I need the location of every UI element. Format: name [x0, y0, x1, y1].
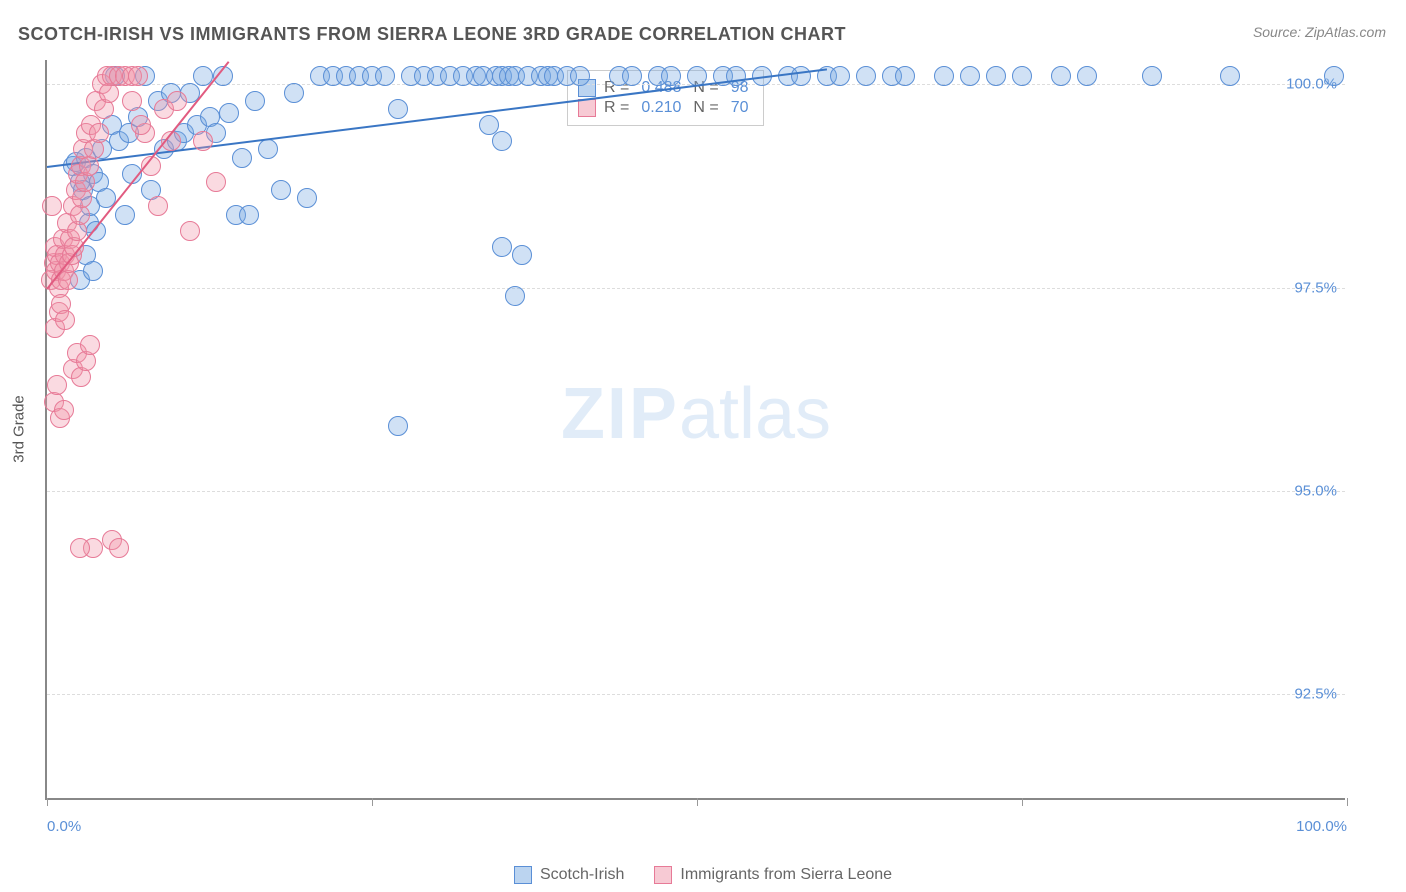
stats-legend-row: R = 0.210 N = 70 [578, 99, 753, 117]
legend-item: Immigrants from Sierra Leone [654, 866, 892, 884]
source-label: Source: ZipAtlas.com [1253, 24, 1386, 40]
gridline [47, 288, 1345, 289]
chart-title: SCOTCH-IRISH VS IMMIGRANTS FROM SIERRA L… [18, 24, 846, 44]
data-point [726, 66, 746, 86]
data-point [830, 66, 850, 86]
data-point [895, 66, 915, 86]
data-point [206, 172, 226, 192]
data-point [167, 91, 187, 111]
data-point [271, 180, 291, 200]
data-point [492, 131, 512, 151]
n-value: 70 [731, 99, 749, 117]
data-point [1220, 66, 1240, 86]
data-point [128, 66, 148, 86]
gridline [47, 491, 1345, 492]
data-point [47, 375, 67, 395]
data-point [388, 416, 408, 436]
data-point [284, 83, 304, 103]
legend-swatch [654, 866, 672, 884]
y-tick-label: 97.5% [1294, 279, 1337, 296]
data-point [1012, 66, 1032, 86]
data-point [239, 205, 259, 225]
data-point [42, 196, 62, 216]
data-point [388, 99, 408, 119]
data-point [1324, 66, 1344, 86]
legend-label: Scotch-Irish [540, 866, 624, 884]
data-point [122, 91, 142, 111]
data-point [83, 261, 103, 281]
data-point [258, 139, 278, 159]
data-point [492, 237, 512, 257]
data-point [1142, 66, 1162, 86]
data-point [1077, 66, 1097, 86]
data-point [791, 66, 811, 86]
plot-area: 3rd Grade ZIPatlas R =0.488N =98R =0.210… [45, 60, 1345, 800]
data-point [960, 66, 980, 86]
x-tick-label: 0.0% [47, 818, 81, 835]
legend-item: Scotch-Irish [514, 866, 624, 884]
gridline [47, 694, 1345, 695]
chart-header: SCOTCH-IRISH VS IMMIGRANTS FROM SIERRA L… [18, 24, 1386, 54]
data-point [109, 538, 129, 558]
r-label: R = [604, 99, 629, 117]
data-point [70, 538, 90, 558]
legend-swatch [514, 866, 532, 884]
n-label: N = [693, 99, 718, 117]
data-point [245, 91, 265, 111]
data-point [193, 131, 213, 151]
data-point [661, 66, 681, 86]
data-point [512, 245, 532, 265]
legend-label: Immigrants from Sierra Leone [680, 866, 892, 884]
data-point [856, 66, 876, 86]
data-point [570, 66, 590, 86]
x-tick-label: 100.0% [1296, 818, 1347, 835]
data-point [297, 188, 317, 208]
data-point [219, 103, 239, 123]
x-tick [47, 798, 48, 806]
y-axis-title: 3rd Grade [11, 395, 28, 463]
data-point [54, 400, 74, 420]
series-legend: Scotch-Irish Immigrants from Sierra Leone [0, 866, 1406, 884]
data-point [986, 66, 1006, 86]
data-point [1051, 66, 1071, 86]
data-point [375, 66, 395, 86]
x-tick [372, 798, 373, 806]
data-point [131, 115, 151, 135]
data-point [505, 286, 525, 306]
data-point [232, 148, 252, 168]
r-value: 0.210 [641, 99, 681, 117]
legend-swatch [578, 99, 596, 117]
data-point [55, 310, 75, 330]
data-point [115, 205, 135, 225]
y-tick-label: 92.5% [1294, 686, 1337, 703]
data-point [148, 196, 168, 216]
data-point [180, 221, 200, 241]
x-tick [1022, 798, 1023, 806]
x-tick [1347, 798, 1348, 806]
data-point [934, 66, 954, 86]
y-tick-label: 95.0% [1294, 482, 1337, 499]
data-point [622, 66, 642, 86]
watermark: ZIPatlas [561, 373, 831, 455]
data-point [89, 123, 109, 143]
data-point [80, 335, 100, 355]
x-tick [697, 798, 698, 806]
